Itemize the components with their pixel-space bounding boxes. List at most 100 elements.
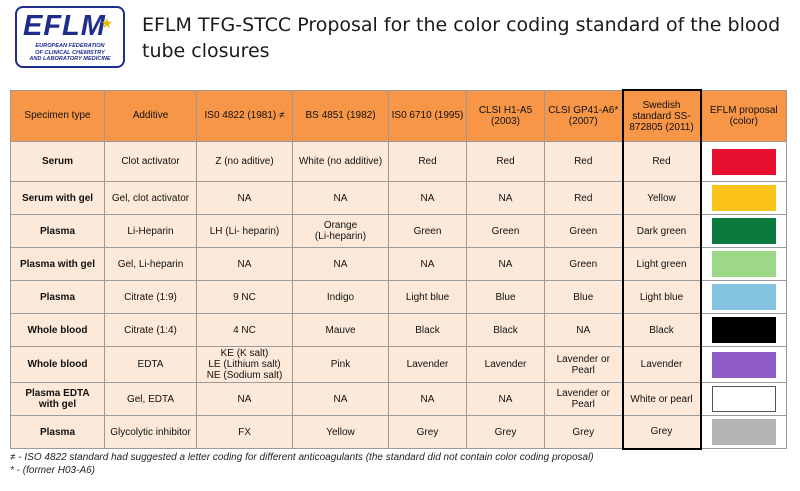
bs4851-cell: Pink xyxy=(292,346,389,383)
header-cell: Additive xyxy=(104,89,197,142)
table-row: Plasma Citrate (1:9) 9 NC Indigo Light blue B… xyxy=(10,280,787,314)
swedish-cell: Light blue xyxy=(621,280,702,314)
swedish-cell: Yellow xyxy=(621,181,702,215)
specimen-cell: Plasma EDTA with gel xyxy=(10,382,105,416)
table-row: Plasma EDTA with gel Gel, EDTA NA NA NA NA Lav… xyxy=(10,382,787,416)
iso4822-cell: LH (Li- heparin) xyxy=(196,214,293,248)
eflm-color-cell xyxy=(700,214,787,248)
iso4822-cell: 9 NC xyxy=(196,280,293,314)
additive-cell: Glycolytic inhibitor xyxy=(104,415,197,449)
table-body: Serum Clot activator Z (no aditive) White (… xyxy=(10,141,787,450)
iso6710-cell: Grey xyxy=(388,415,467,449)
specimen-cell: Whole blood xyxy=(10,313,105,347)
color-coding-table: Specimen type Additive IS0 4822 (1981) ≠… xyxy=(10,89,787,450)
color-swatch xyxy=(711,218,776,244)
swedish-cell: Light green xyxy=(621,247,702,281)
header-cell: IS0 6710 (1995) xyxy=(388,89,467,142)
iso4822-cell: 4 NC xyxy=(196,313,293,347)
table-row: Whole blood Citrate (1:4) 4 NC Mauve Black Bl… xyxy=(10,313,787,347)
table-header-row: Specimen type Additive IS0 4822 (1981) ≠… xyxy=(10,89,787,142)
footnote-iso4822: ≠ - ISO 4822 standard had suggested a le… xyxy=(10,452,594,463)
specimen-cell: Plasma xyxy=(10,214,105,248)
table-row: Serum Clot activator Z (no aditive) White (… xyxy=(10,141,787,182)
specimen-cell: Serum with gel xyxy=(10,181,105,215)
star-icon: ★ xyxy=(100,15,113,31)
header-cell: CLSI H1-A5 (2003) xyxy=(466,89,545,142)
iso6710-cell: NA xyxy=(388,247,467,281)
logo-subtitle: European Federation of Clinical Chemistr… xyxy=(29,43,111,62)
bs4851-cell: Orange (Li-heparin) xyxy=(292,214,389,248)
eflm-color-cell xyxy=(700,280,787,314)
iso6710-cell: Red xyxy=(388,141,467,182)
swedish-cell: Red xyxy=(621,141,702,182)
clsi-h1-cell: Black xyxy=(466,313,545,347)
clsi-gp41-cell: Grey xyxy=(544,415,623,449)
specimen-cell: Plasma xyxy=(10,280,105,314)
additive-cell: Li-Heparin xyxy=(104,214,197,248)
bs4851-cell: Indigo xyxy=(292,280,389,314)
iso4822-cell: KE (K salt) LE (Lithium salt) NE (Sodium… xyxy=(196,346,293,383)
eflm-color-cell xyxy=(700,313,787,347)
eflm-color-cell xyxy=(700,346,787,383)
color-swatch xyxy=(711,284,776,310)
header-cell: EFLM proposal (color) xyxy=(700,89,787,142)
eflm-color-cell xyxy=(700,415,787,449)
page-title: EFLM TFG-STCC Proposal for the color cod… xyxy=(142,14,781,62)
clsi-h1-cell: NA xyxy=(466,247,545,281)
iso6710-cell: NA xyxy=(388,181,467,215)
bs4851-cell: NA xyxy=(292,181,389,215)
clsi-h1-cell: Red xyxy=(466,141,545,182)
iso6710-cell: Light blue xyxy=(388,280,467,314)
clsi-gp41-cell: Red xyxy=(544,181,623,215)
additive-cell: Gel, EDTA xyxy=(104,382,197,416)
header-cell: Specimen type xyxy=(10,89,105,142)
clsi-h1-cell: Blue xyxy=(466,280,545,314)
swedish-cell: Grey xyxy=(621,415,702,450)
clsi-h1-cell: Lavender xyxy=(466,346,545,383)
clsi-gp41-cell: Lavender or Pearl xyxy=(544,346,623,383)
logo-wordmark: EFLM xyxy=(23,10,106,42)
color-swatch xyxy=(711,251,776,277)
iso6710-cell: Lavender xyxy=(388,346,467,383)
swedish-cell: Dark green xyxy=(621,214,702,248)
table-row: Whole blood EDTA KE (K salt) LE (Lithium s… xyxy=(10,346,787,383)
clsi-gp41-cell: Lavender or Pearl xyxy=(544,382,623,416)
footnote-clsi: * - (former H03-A6) xyxy=(10,465,96,476)
clsi-h1-cell: NA xyxy=(466,382,545,416)
additive-cell: EDTA xyxy=(104,346,197,383)
specimen-cell: Whole blood xyxy=(10,346,105,383)
bs4851-cell: Mauve xyxy=(292,313,389,347)
specimen-cell: Plasma xyxy=(10,415,105,449)
iso4822-cell: FX xyxy=(196,415,293,449)
bs4851-cell: NA xyxy=(292,382,389,416)
clsi-gp41-cell: Green xyxy=(544,214,623,248)
swedish-cell: Black xyxy=(621,313,702,347)
additive-cell: Citrate (1:4) xyxy=(104,313,197,347)
clsi-gp41-cell: Green xyxy=(544,247,623,281)
swedish-cell: White or pearl xyxy=(621,382,702,416)
iso4822-cell: NA xyxy=(196,247,293,281)
eflm-color-cell xyxy=(700,181,787,215)
color-swatch xyxy=(711,351,776,378)
table-row: Plasma with gel Gel, Li-heparin NA NA NA NA Gr… xyxy=(10,247,787,281)
table-row: Serum with gel Gel, clot activator NA NA NA N… xyxy=(10,181,787,215)
iso4822-cell: NA xyxy=(196,181,293,215)
color-swatch xyxy=(711,148,776,175)
iso6710-cell: NA xyxy=(388,382,467,416)
eflm-logo: EFLM ★ European Federation of Clinical C… xyxy=(15,6,125,68)
additive-cell: Citrate (1:9) xyxy=(104,280,197,314)
eflm-color-cell xyxy=(700,247,787,281)
swedish-cell: Lavender xyxy=(621,346,702,383)
bs4851-cell: Yellow xyxy=(292,415,389,449)
clsi-h1-cell: Green xyxy=(466,214,545,248)
color-swatch xyxy=(711,185,776,211)
color-swatch xyxy=(711,317,776,343)
bs4851-cell: White (no additive) xyxy=(292,141,389,182)
specimen-cell: Serum xyxy=(10,141,105,182)
eflm-color-cell xyxy=(700,141,787,182)
iso6710-cell: Green xyxy=(388,214,467,248)
clsi-gp41-cell: Blue xyxy=(544,280,623,314)
color-swatch xyxy=(711,419,776,445)
additive-cell: Clot activator xyxy=(104,141,197,182)
clsi-h1-cell: Grey xyxy=(466,415,545,449)
